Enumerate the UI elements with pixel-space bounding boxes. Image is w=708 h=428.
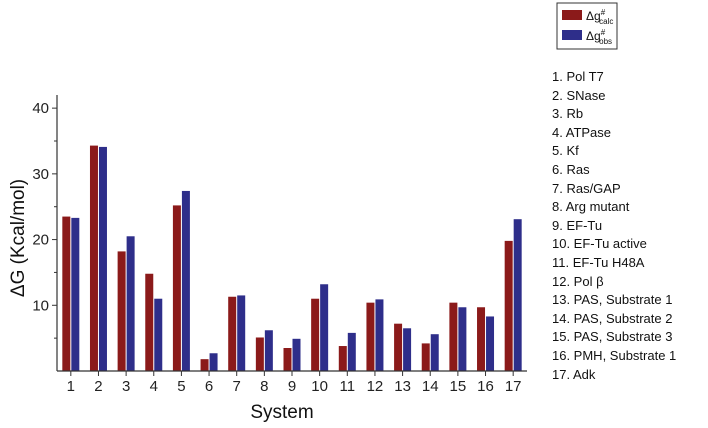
x-tick-label: 11 <box>340 378 356 395</box>
x-tick-label: 9 <box>288 378 296 395</box>
system-key-item: 8. Arg mutant <box>552 199 630 215</box>
system-key-item: 7. Ras/GAP <box>552 180 621 196</box>
bar-calc-4 <box>145 273 154 371</box>
x-tick-label: 4 <box>150 378 158 395</box>
bar-obs-10 <box>320 284 329 371</box>
bar-obs-9 <box>292 338 301 371</box>
bar-obs-16 <box>486 316 495 371</box>
bar-obs-5 <box>181 190 190 371</box>
bar-calc-7 <box>228 296 237 371</box>
y-tick-label: 20 <box>32 232 49 249</box>
bar-calc-9 <box>283 348 292 371</box>
system-key-item: 6. Ras <box>552 161 590 177</box>
system-key-item: 2. SNase <box>552 87 606 103</box>
bar-calc-5 <box>172 205 181 371</box>
bar-obs-1 <box>71 217 80 371</box>
y-tick-label: 40 <box>32 100 49 117</box>
bars-group <box>62 145 522 371</box>
bar-obs-12 <box>375 299 384 371</box>
y-tick-label: 30 <box>32 166 49 183</box>
x-tick-label: 10 <box>311 378 328 395</box>
system-key-item: 15. PAS, Substrate 3 <box>552 329 673 345</box>
system-key-item: 1. Pol T7 <box>552 69 604 84</box>
legend: Δg# calc Δg# obs <box>556 2 618 50</box>
x-tick-label: 16 <box>477 378 494 395</box>
system-key-list: 1. Pol T7 2. SNase 3. Rb 4. ATPase 5. Kf 6. R… <box>552 68 676 384</box>
system-key-item: 13. PAS, Substrate 1 <box>552 292 673 308</box>
system-key-item: 10. EF-Tu active <box>552 236 647 252</box>
x-axis-title: System <box>250 402 313 423</box>
system-key-item: 16. PMH, Substrate 1 <box>552 347 677 363</box>
bar-calc-14 <box>421 343 430 371</box>
system-key-item: 9. EF-Tu <box>552 217 603 233</box>
bar-obs-7 <box>237 295 246 371</box>
legend-label-obs: Δg# obs <box>586 28 612 46</box>
system-key-item: 3. Rb <box>552 106 584 122</box>
bar-obs-3 <box>126 236 135 371</box>
x-tick-label: 3 <box>122 378 130 395</box>
bar-calc-13 <box>394 323 403 371</box>
system-key-item: 14. PAS, Substrate 2 <box>552 310 673 326</box>
x-tick-label: 8 <box>260 378 268 395</box>
legend-swatch-obs <box>562 30 582 40</box>
x-tick-label: 14 <box>422 378 439 395</box>
bar-obs-8 <box>264 330 273 371</box>
bar-obs-15 <box>458 307 467 371</box>
x-tick-label: 7 <box>233 378 241 395</box>
y-axis-title: ΔG (Kcal/mol) <box>8 179 29 297</box>
system-key-item: 4. ATPase <box>552 124 612 140</box>
legend-swatch-calc <box>562 10 582 20</box>
x-tick-label: 2 <box>94 378 102 395</box>
x-tick-label: 15 <box>450 378 467 395</box>
bar-calc-12 <box>366 302 375 371</box>
system-key-item: 5. Kf <box>552 143 579 159</box>
legend-label-calc: Δg# calc <box>586 8 613 26</box>
system-key-item: 17. Adk <box>552 366 596 382</box>
bar-obs-13 <box>403 328 412 371</box>
bar-calc-2 <box>89 145 98 371</box>
bar-calc-8 <box>255 337 264 371</box>
bar-calc-15 <box>449 302 458 371</box>
bar-obs-6 <box>209 353 218 371</box>
x-tick-label: 6 <box>205 378 213 395</box>
x-tick-label: 13 <box>394 378 411 395</box>
bar-obs-11 <box>347 332 356 371</box>
bar-obs-4 <box>154 298 163 371</box>
x-tick-label: 17 <box>505 378 522 395</box>
bar-calc-3 <box>117 251 126 371</box>
x-tick-label: 1 <box>67 378 75 395</box>
y-tick-label: 10 <box>32 297 49 314</box>
bar-obs-2 <box>98 146 107 371</box>
system-key-item: 12. Pol β <box>552 273 604 289</box>
bar-obs-17 <box>513 219 522 371</box>
x-tick-label: 12 <box>367 378 384 395</box>
bar-calc-6 <box>200 359 209 371</box>
bar-calc-16 <box>477 307 486 371</box>
system-key-item: 11. EF-Tu H48A <box>552 254 645 270</box>
x-tick-label: 5 <box>177 378 185 395</box>
bar-calc-11 <box>338 346 347 371</box>
bar-calc-1 <box>62 216 71 371</box>
bar-obs-14 <box>430 334 439 371</box>
bar-calc-10 <box>311 298 320 371</box>
bar-calc-17 <box>504 240 513 371</box>
